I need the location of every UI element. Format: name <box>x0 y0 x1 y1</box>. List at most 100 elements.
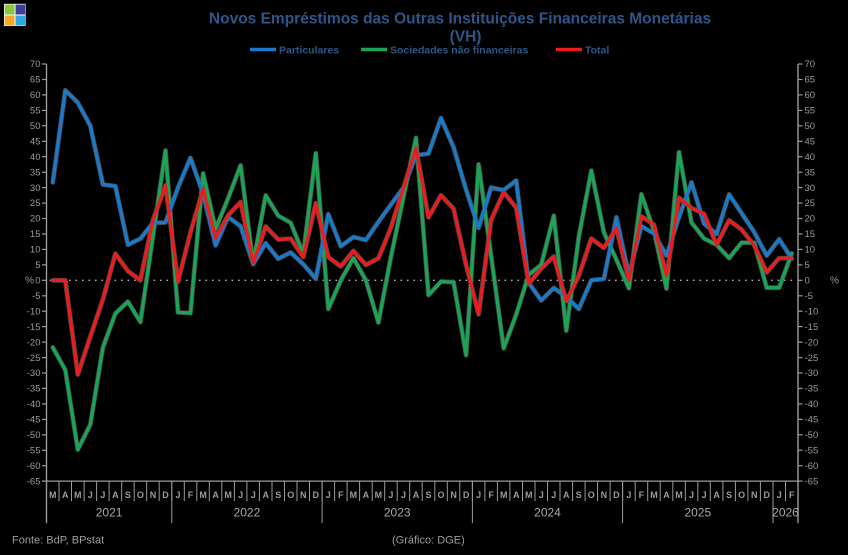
svg-text:-5: -5 <box>805 291 813 302</box>
svg-text:M: M <box>675 490 683 500</box>
svg-text:15: 15 <box>30 229 41 240</box>
svg-text:F: F <box>188 490 194 500</box>
svg-text:-20: -20 <box>805 337 819 348</box>
svg-text:%: % <box>25 276 34 287</box>
svg-text:50: 50 <box>805 121 816 132</box>
svg-text:-55: -55 <box>805 445 819 456</box>
svg-text:O: O <box>588 490 595 500</box>
svg-text:(Gráfico: DGE): (Gráfico: DGE) <box>392 535 465 547</box>
svg-text:40: 40 <box>805 152 816 163</box>
svg-text:S: S <box>275 490 281 500</box>
svg-text:45: 45 <box>30 137 41 148</box>
svg-text:-30: -30 <box>805 368 819 379</box>
svg-text:A: A <box>413 490 420 500</box>
svg-text:60: 60 <box>30 90 41 101</box>
svg-text:J: J <box>551 490 556 500</box>
svg-text:Total: Total <box>585 45 609 57</box>
svg-text:-50: -50 <box>805 430 819 441</box>
svg-text:0: 0 <box>35 276 40 287</box>
svg-text:F: F <box>338 490 344 500</box>
svg-text:65: 65 <box>30 75 41 86</box>
svg-text:-35: -35 <box>805 384 819 395</box>
svg-text:N: N <box>450 490 457 500</box>
svg-text:55: 55 <box>805 106 816 117</box>
svg-text:M: M <box>650 490 658 500</box>
svg-text:J: J <box>388 490 393 500</box>
svg-text:-25: -25 <box>805 353 819 364</box>
svg-text:5: 5 <box>805 260 810 271</box>
svg-text:D: D <box>162 490 169 500</box>
svg-text:(VH): (VH) <box>450 29 482 46</box>
svg-text:O: O <box>437 490 444 500</box>
svg-text:S: S <box>726 490 732 500</box>
svg-text:-40: -40 <box>27 399 41 410</box>
svg-text:-50: -50 <box>27 430 41 441</box>
svg-text:J: J <box>401 490 406 500</box>
svg-text:20: 20 <box>805 214 816 225</box>
svg-text:A: A <box>663 490 670 500</box>
svg-text:55: 55 <box>30 106 41 117</box>
svg-text:25: 25 <box>30 198 41 209</box>
svg-text:D: D <box>763 490 770 500</box>
svg-text:60: 60 <box>805 90 816 101</box>
svg-text:M: M <box>350 490 358 500</box>
svg-text:10: 10 <box>805 245 816 256</box>
svg-text:0: 0 <box>805 276 810 287</box>
svg-text:-45: -45 <box>27 415 41 426</box>
svg-text:D: D <box>313 490 320 500</box>
svg-text:N: N <box>751 490 758 500</box>
svg-text:J: J <box>238 490 243 500</box>
svg-text:-60: -60 <box>805 461 819 472</box>
svg-text:-35: -35 <box>27 384 41 395</box>
svg-text:20: 20 <box>30 214 41 225</box>
svg-text:15: 15 <box>805 229 816 240</box>
svg-text:S: S <box>576 490 582 500</box>
svg-text:-40: -40 <box>805 399 819 410</box>
svg-text:M: M <box>74 490 82 500</box>
svg-text:70: 70 <box>805 59 816 70</box>
svg-text:-10: -10 <box>27 306 41 317</box>
svg-text:35: 35 <box>30 167 41 178</box>
svg-text:2022: 2022 <box>234 506 261 520</box>
svg-text:-15: -15 <box>27 322 41 333</box>
svg-text:A: A <box>112 490 119 500</box>
svg-text:J: J <box>777 490 782 500</box>
svg-text:S: S <box>425 490 431 500</box>
svg-text:S: S <box>125 490 131 500</box>
svg-text:M: M <box>49 490 57 500</box>
svg-text:J: J <box>626 490 631 500</box>
svg-text:2026: 2026 <box>772 506 799 520</box>
svg-text:F: F <box>488 490 494 500</box>
svg-text:O: O <box>738 490 745 500</box>
svg-text:-25: -25 <box>27 353 41 364</box>
svg-text:M: M <box>199 490 207 500</box>
svg-text:-55: -55 <box>27 445 41 456</box>
svg-text:J: J <box>689 490 694 500</box>
svg-text:A: A <box>62 490 69 500</box>
svg-text:O: O <box>287 490 294 500</box>
svg-text:N: N <box>601 490 608 500</box>
svg-text:2023: 2023 <box>384 506 411 520</box>
svg-text:A: A <box>262 490 269 500</box>
svg-text:%: % <box>830 276 839 287</box>
svg-text:N: N <box>300 490 307 500</box>
svg-text:-20: -20 <box>27 337 41 348</box>
svg-text:Sociedades não financeiras: Sociedades não financeiras <box>390 45 528 57</box>
svg-text:J: J <box>326 490 331 500</box>
svg-text:F: F <box>789 490 795 500</box>
svg-text:25: 25 <box>805 198 816 209</box>
svg-text:-5: -5 <box>32 291 40 302</box>
svg-text:2021: 2021 <box>96 506 123 520</box>
svg-text:M: M <box>525 490 533 500</box>
svg-text:5: 5 <box>35 260 40 271</box>
svg-text:40: 40 <box>30 152 41 163</box>
svg-text:Novos Empréstimos das Outras I: Novos Empréstimos das Outras Instituiçõe… <box>209 11 711 28</box>
svg-text:10: 10 <box>30 245 41 256</box>
svg-text:A: A <box>363 490 370 500</box>
svg-text:30: 30 <box>30 183 41 194</box>
svg-text:D: D <box>613 490 620 500</box>
svg-text:50: 50 <box>30 121 41 132</box>
svg-text:J: J <box>100 490 105 500</box>
svg-text:45: 45 <box>805 137 816 148</box>
svg-text:J: J <box>476 490 481 500</box>
